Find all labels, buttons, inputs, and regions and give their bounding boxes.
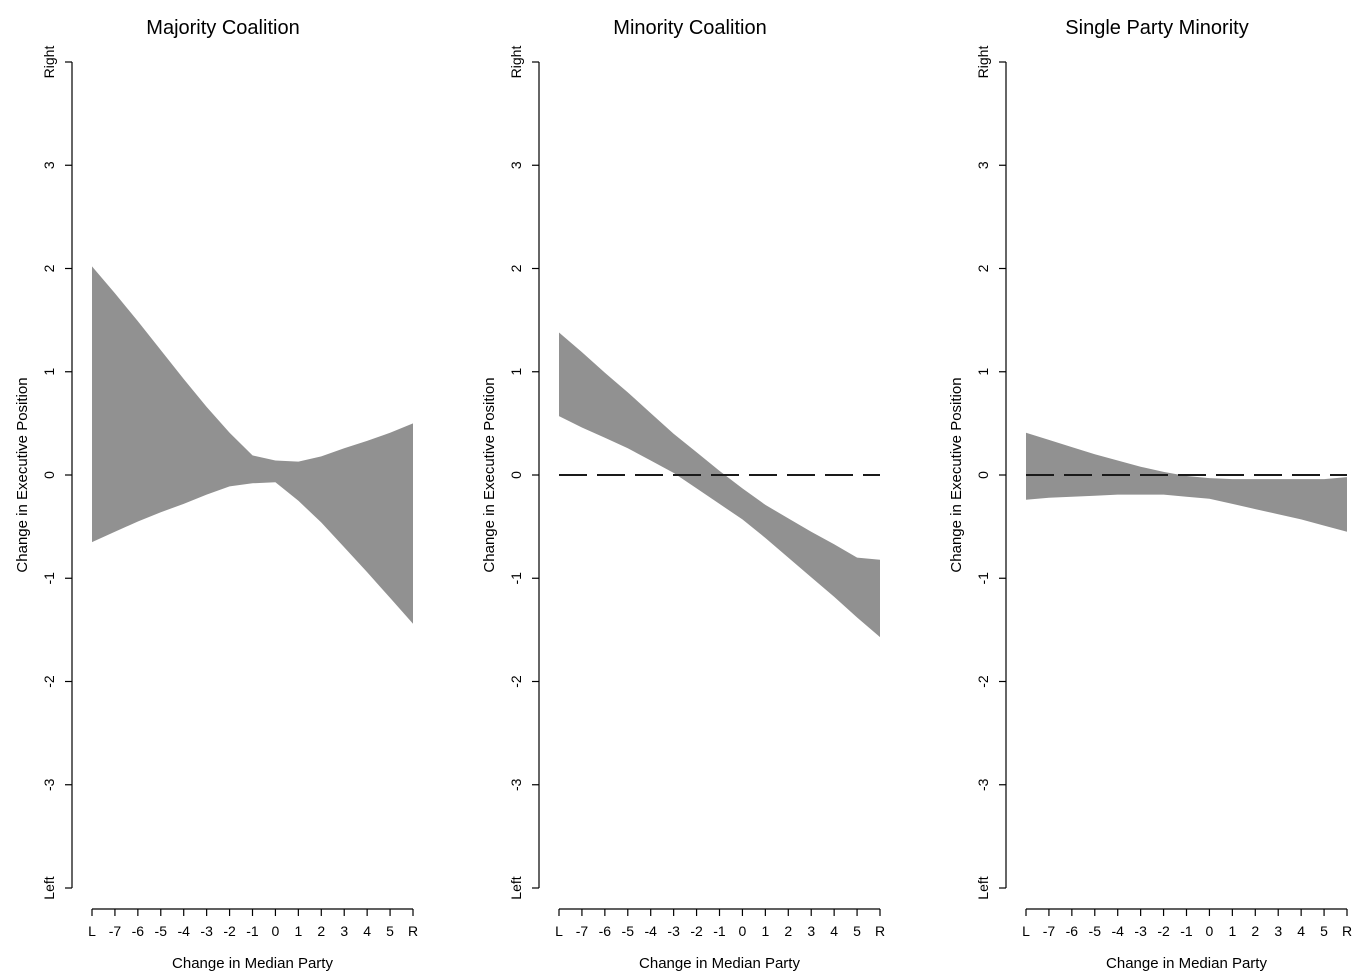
x-tick-label: 3 — [340, 923, 348, 939]
y-tick-label: 2 — [41, 264, 57, 272]
confidence-band — [559, 332, 880, 638]
chart-panel-3: Single Party MinorityLeft-3-2-10123Right… — [948, 17, 1352, 972]
x-tick-label: 4 — [830, 923, 838, 939]
x-tick-label: -1 — [1180, 923, 1193, 939]
x-tick-label: -3 — [200, 923, 213, 939]
y-axis-label: Change in Executive Position — [481, 377, 498, 572]
y-tick-label: 2 — [975, 264, 991, 272]
x-tick-label: 5 — [386, 923, 394, 939]
x-tick-label: L — [1022, 923, 1030, 939]
y-tick-label: 0 — [975, 471, 991, 479]
x-tick-label: 1 — [761, 923, 769, 939]
x-tick-label: L — [555, 923, 563, 939]
x-tick-label: 3 — [1274, 923, 1282, 939]
x-tick-label: 2 — [317, 923, 325, 939]
x-tick-label: -5 — [155, 923, 168, 939]
x-tick-label: -3 — [667, 923, 680, 939]
confidence-band — [1026, 432, 1347, 532]
x-tick-label: -1 — [246, 923, 259, 939]
x-tick-label: 4 — [1297, 923, 1305, 939]
x-tick-label: 2 — [1251, 923, 1259, 939]
x-tick-label: L — [88, 923, 96, 939]
x-tick-label: -7 — [109, 923, 122, 939]
y-tick-label: 1 — [975, 368, 991, 376]
x-axis-label: Change in Median Party — [1106, 955, 1267, 972]
chart-panel-1: Majority CoalitionLeft-3-2-10123RightCha… — [14, 17, 418, 972]
x-tick-label: -6 — [599, 923, 612, 939]
y-tick-label: Left — [508, 876, 524, 899]
panel-title: Minority Coalition — [613, 17, 766, 39]
y-tick-label: -2 — [41, 675, 57, 688]
x-tick-label: -2 — [1157, 923, 1170, 939]
x-axis-label: Change in Median Party — [172, 955, 333, 972]
x-tick-label: -5 — [622, 923, 635, 939]
y-tick-label: -2 — [508, 675, 524, 688]
y-tick-label: Left — [975, 876, 991, 899]
x-axis-label: Change in Median Party — [639, 955, 800, 972]
panel-title: Single Party Minority — [1065, 17, 1248, 39]
x-tick-label: -7 — [1043, 923, 1056, 939]
x-tick-label: -7 — [576, 923, 589, 939]
y-tick-label: 0 — [508, 471, 524, 479]
x-tick-label: R — [875, 923, 885, 939]
x-tick-label: R — [408, 923, 418, 939]
y-axis-label: Change in Executive Position — [948, 377, 965, 572]
y-tick-label: 3 — [975, 161, 991, 169]
y-tick-label: -1 — [508, 572, 524, 585]
x-tick-label: 5 — [853, 923, 861, 939]
y-tick-label: -3 — [508, 778, 524, 791]
y-tick-label: 3 — [508, 161, 524, 169]
x-tick-label: -6 — [1066, 923, 1079, 939]
y-tick-label: 1 — [41, 368, 57, 376]
x-tick-label: 0 — [272, 923, 280, 939]
x-tick-label: 0 — [739, 923, 747, 939]
x-tick-label: -6 — [132, 923, 145, 939]
y-tick-label: 1 — [508, 368, 524, 376]
y-tick-label: Right — [508, 46, 524, 79]
y-tick-label: Left — [41, 876, 57, 899]
x-tick-label: -1 — [713, 923, 726, 939]
confidence-band — [92, 266, 413, 624]
x-tick-label: -2 — [223, 923, 236, 939]
x-tick-label: 3 — [807, 923, 815, 939]
x-tick-label: 5 — [1320, 923, 1328, 939]
x-tick-label: 4 — [363, 923, 371, 939]
y-tick-label: 2 — [508, 264, 524, 272]
x-tick-label: -5 — [1089, 923, 1102, 939]
x-tick-label: 0 — [1206, 923, 1214, 939]
y-tick-label: 0 — [41, 471, 57, 479]
x-tick-label: -2 — [690, 923, 703, 939]
x-tick-label: 1 — [294, 923, 302, 939]
x-tick-label: -3 — [1134, 923, 1147, 939]
y-tick-label: Right — [41, 46, 57, 79]
x-tick-label: -4 — [177, 923, 190, 939]
y-tick-label: -2 — [975, 675, 991, 688]
x-tick-label: -4 — [644, 923, 657, 939]
chart-panel-2: Minority CoalitionLeft-3-2-10123RightCha… — [481, 17, 885, 972]
y-tick-label: -3 — [41, 778, 57, 791]
y-tick-label: -1 — [41, 572, 57, 585]
y-tick-label: 3 — [41, 161, 57, 169]
y-tick-label: -3 — [975, 778, 991, 791]
x-tick-label: 2 — [784, 923, 792, 939]
y-tick-label: Right — [975, 46, 991, 79]
x-tick-label: R — [1342, 923, 1352, 939]
y-tick-label: -1 — [975, 572, 991, 585]
x-tick-label: 1 — [1228, 923, 1236, 939]
y-axis-label: Change in Executive Position — [14, 377, 31, 572]
x-tick-label: -4 — [1111, 923, 1124, 939]
panel-title: Majority Coalition — [146, 17, 299, 39]
